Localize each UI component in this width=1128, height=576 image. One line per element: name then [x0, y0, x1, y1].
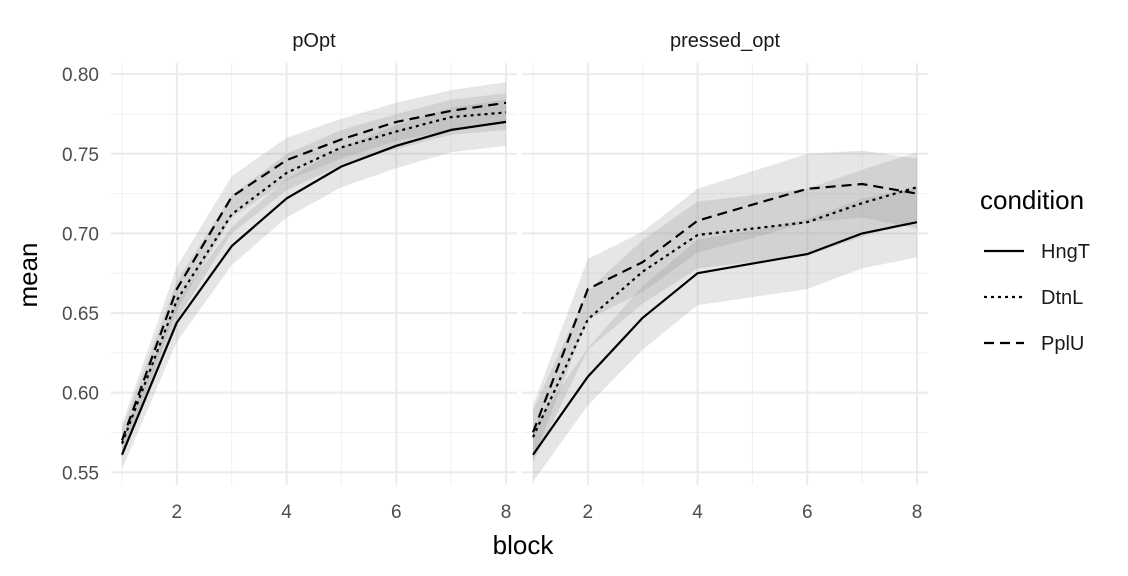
legend-title: condition	[980, 185, 1084, 215]
series-line-HngT	[532, 221, 918, 456]
ribbon-HngT	[533, 187, 917, 482]
legend-label: PplU	[1041, 333, 1084, 355]
ribbon-HngT	[122, 99, 506, 470]
series-line-DtnL	[532, 186, 918, 438]
x-tick-label: 4	[281, 502, 292, 523]
x-tick-label: 2	[172, 502, 183, 523]
y-tick-label: 0.70	[62, 224, 99, 245]
y-tick-label: 0.80	[62, 65, 99, 86]
y-tick-label: 0.60	[62, 384, 99, 405]
legend-items: HngT DtnL PplU	[984, 241, 1090, 355]
x-tick-label: 6	[391, 502, 402, 523]
y-axis-title: mean	[13, 242, 43, 307]
panel-pressed_opt: pressed_opt 2 4 6 8	[522, 30, 928, 523]
legend-item-DtnL: DtnL	[984, 287, 1083, 309]
y-tick-label: 0.75	[62, 145, 99, 166]
panels: pOpt 2 4 6 8 0.55 0.60 0.65 0.70 0.75 0.80 pressed_…	[62, 30, 928, 523]
y-tick-label: 0.55	[62, 463, 99, 484]
series-line-PplU	[120, 101, 507, 441]
x-axis-title: block	[493, 530, 555, 560]
y-tick-label: 0.65	[62, 304, 99, 325]
panel-title: pressed_opt	[670, 30, 781, 52]
ribbon-DtnL	[533, 152, 917, 463]
panel-title: pOpt	[292, 30, 336, 52]
x-tick-label: 2	[583, 502, 594, 523]
panel-pOpt: pOpt 2 4 6 8 0.55 0.60 0.65 0.70 0.75 0.80	[62, 30, 517, 523]
legend-item-PplU: PplU	[984, 333, 1084, 355]
legend: condition HngT DtnL PplU	[980, 185, 1090, 355]
legend-item-HngT: HngT	[984, 241, 1090, 263]
legend-label: DtnL	[1041, 287, 1083, 309]
series-line-DtnL	[120, 111, 507, 444]
ribbon-DtnL	[122, 93, 506, 458]
series-line-HngT	[120, 120, 507, 456]
series-line-PplU	[531, 182, 918, 433]
x-tick-label: 4	[692, 502, 703, 523]
x-tick-label: 6	[802, 502, 813, 523]
x-tick-label: 8	[912, 502, 923, 523]
legend-label: HngT	[1041, 241, 1090, 263]
ribbon-PplU	[533, 150, 917, 460]
x-tick-label: 8	[501, 502, 512, 523]
ribbon-PplU	[122, 82, 506, 457]
